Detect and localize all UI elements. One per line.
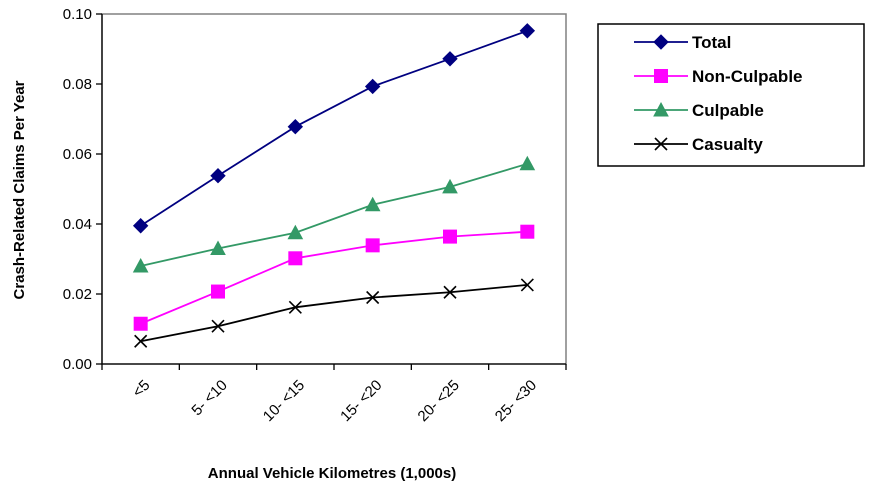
legend-item: Non-Culpable bbox=[634, 67, 803, 86]
data-point bbox=[364, 78, 381, 95]
x-axis-title: Annual Vehicle Kilometres (1,000s) bbox=[208, 465, 456, 482]
data-point bbox=[134, 334, 148, 348]
legend-box bbox=[597, 23, 865, 167]
legend-label: Non-Culpable bbox=[692, 67, 803, 86]
x-tick-label: 10- <15 bbox=[260, 377, 308, 425]
series-line bbox=[140, 230, 528, 325]
legend-label: Culpable bbox=[692, 101, 764, 120]
data-point bbox=[366, 290, 380, 305]
data-point bbox=[519, 23, 536, 39]
legend-item: Casualty bbox=[634, 135, 763, 154]
legend-item: Total bbox=[634, 33, 731, 52]
series-non-culpable bbox=[133, 224, 535, 331]
legend-label: Total bbox=[692, 33, 731, 52]
data-point bbox=[211, 284, 225, 299]
data-point bbox=[365, 238, 380, 253]
series-casualty bbox=[134, 278, 534, 348]
series-line bbox=[140, 162, 528, 267]
x-tick-label: 25- <30 bbox=[492, 377, 540, 425]
data-point bbox=[520, 278, 534, 292]
y-axis-title: Crash-Related Claims Per Year bbox=[11, 80, 28, 299]
data-point bbox=[288, 300, 302, 314]
x-tick-label: <5 bbox=[129, 377, 153, 401]
data-point bbox=[210, 167, 226, 184]
y-tick-label: 0.10 bbox=[63, 6, 92, 23]
legend-item: Culpable bbox=[634, 101, 764, 120]
data-point bbox=[364, 196, 381, 212]
x-tick-label: 20- <25 bbox=[415, 377, 463, 425]
data-point bbox=[287, 118, 304, 135]
data-point bbox=[519, 155, 536, 171]
data-point bbox=[132, 218, 149, 234]
y-tick-label: 0.06 bbox=[63, 146, 92, 163]
series-layer bbox=[132, 23, 536, 348]
data-point bbox=[133, 316, 148, 331]
data-point bbox=[132, 257, 149, 273]
series-line bbox=[140, 284, 528, 343]
data-point bbox=[210, 240, 226, 255]
data-point bbox=[287, 224, 304, 240]
x-tick-label: 15- <20 bbox=[337, 377, 385, 425]
y-tick-label: 0.08 bbox=[63, 76, 92, 93]
plot-area bbox=[101, 13, 567, 365]
plot-border bbox=[101, 13, 567, 365]
data-point bbox=[288, 251, 303, 266]
x-tick-label: 5- <10 bbox=[188, 377, 230, 419]
y-tick-label: 0.02 bbox=[63, 286, 92, 303]
series-total bbox=[132, 23, 536, 234]
y-tick-label: 0.04 bbox=[63, 216, 92, 233]
y-tick-label: 0.00 bbox=[63, 356, 92, 373]
data-point bbox=[654, 69, 668, 83]
legend: Total Non-Culpable Culpable Casualty bbox=[597, 23, 865, 167]
data-point bbox=[443, 229, 457, 244]
data-point bbox=[443, 285, 457, 299]
series-culpable bbox=[132, 155, 536, 273]
data-point bbox=[653, 34, 669, 50]
data-point bbox=[442, 51, 458, 67]
data-point bbox=[442, 178, 458, 194]
data-point bbox=[520, 224, 535, 239]
data-point bbox=[654, 137, 668, 151]
legend-label: Casualty bbox=[692, 135, 763, 154]
data-point bbox=[653, 101, 669, 117]
data-point bbox=[211, 319, 225, 333]
series-line bbox=[140, 29, 528, 227]
